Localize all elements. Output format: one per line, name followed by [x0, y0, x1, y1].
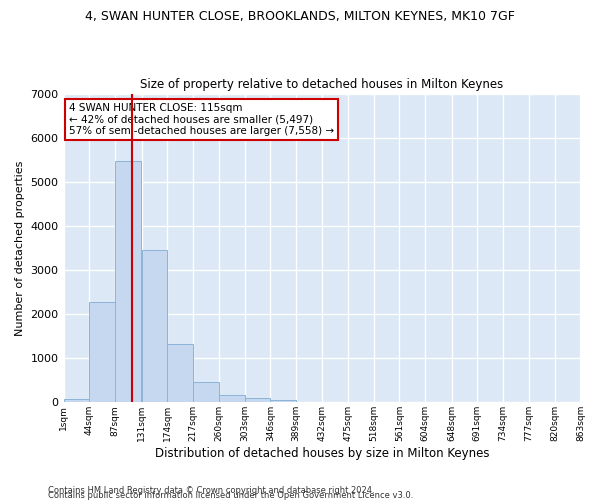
Y-axis label: Number of detached properties: Number of detached properties: [15, 160, 25, 336]
Bar: [271, 400, 296, 402]
Text: 4 SWAN HUNTER CLOSE: 115sqm
← 42% of detached houses are smaller (5,497)
57% of : 4 SWAN HUNTER CLOSE: 115sqm ← 42% of det…: [69, 103, 334, 136]
Bar: [167, 344, 193, 403]
Text: 4, SWAN HUNTER CLOSE, BROOKLANDS, MILTON KEYNES, MK10 7GF: 4, SWAN HUNTER CLOSE, BROOKLANDS, MILTON…: [85, 10, 515, 23]
Text: Contains HM Land Registry data © Crown copyright and database right 2024.: Contains HM Land Registry data © Crown c…: [48, 486, 374, 495]
Bar: [193, 382, 219, 402]
Bar: [245, 398, 271, 402]
Bar: [142, 250, 167, 402]
X-axis label: Distribution of detached houses by size in Milton Keynes: Distribution of detached houses by size …: [155, 447, 489, 460]
Bar: [219, 395, 245, 402]
Bar: [89, 302, 115, 402]
Text: Contains public sector information licensed under the Open Government Licence v3: Contains public sector information licen…: [48, 491, 413, 500]
Title: Size of property relative to detached houses in Milton Keynes: Size of property relative to detached ho…: [140, 78, 503, 91]
Bar: [115, 160, 141, 402]
Bar: [64, 399, 89, 402]
